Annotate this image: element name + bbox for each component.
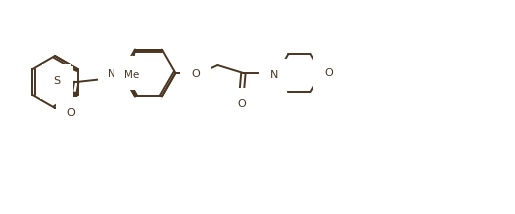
Text: S: S [53,76,60,86]
Text: O: O [67,108,76,118]
Text: O: O [324,68,333,78]
Text: NH: NH [109,69,124,79]
Text: O: O [237,99,246,109]
Text: Me: Me [124,70,140,80]
Text: Cl: Cl [51,77,62,87]
Text: O: O [191,69,200,79]
Text: N: N [270,70,279,80]
Text: Me: Me [124,66,140,76]
